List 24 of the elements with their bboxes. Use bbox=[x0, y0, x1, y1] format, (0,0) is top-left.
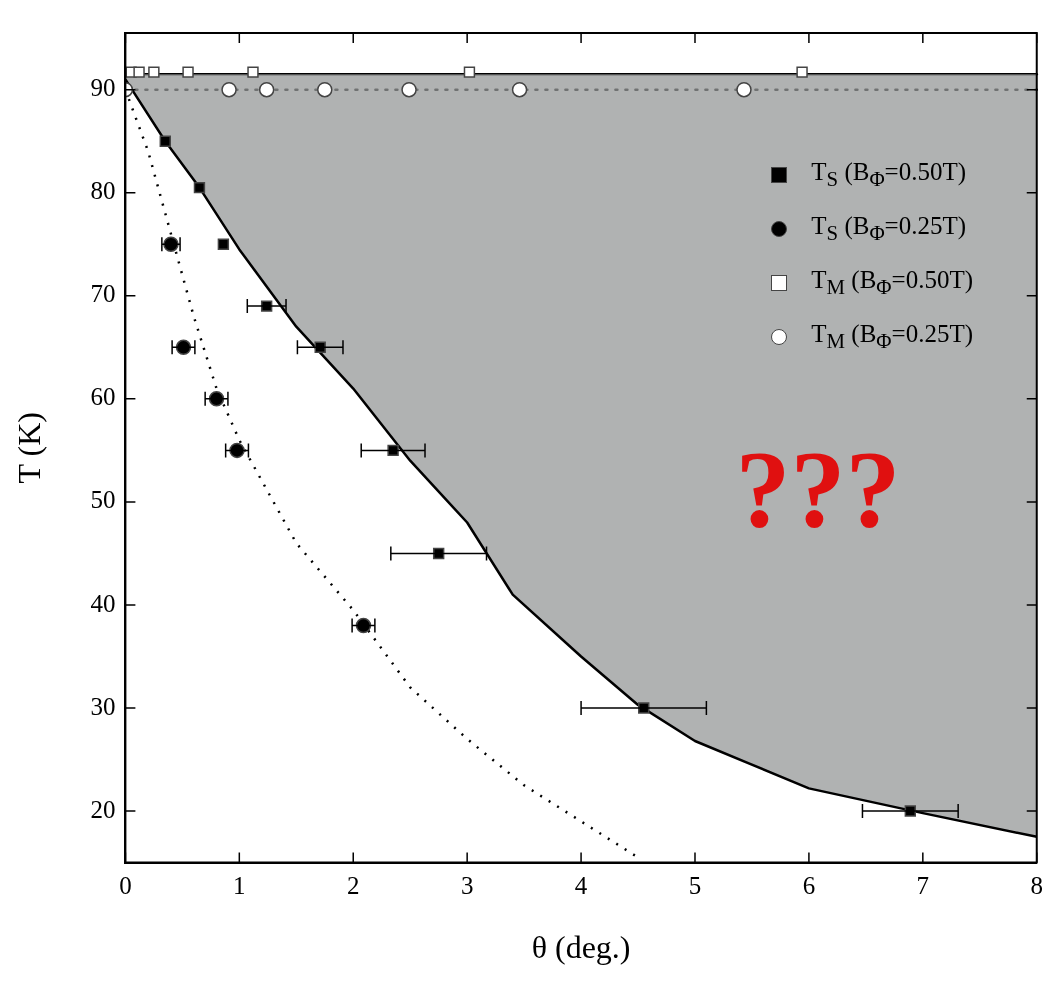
x-tick-label: 3 bbox=[460, 872, 474, 900]
y-tick-label: 50 bbox=[90, 486, 116, 514]
y-tick-label: 40 bbox=[90, 589, 116, 617]
legend-label: T$_{M}$ (B$_{Φ}$=0.25T) bbox=[811, 320, 973, 354]
x-axis-title: θ (deg.) bbox=[531, 929, 631, 966]
legend-label: T$_{S}$ (B$_{Φ}$=0.25T) bbox=[811, 212, 967, 246]
annotation: ??? bbox=[735, 428, 901, 550]
x-tick-label: 6 bbox=[802, 872, 816, 900]
x-tick-label: 4 bbox=[574, 872, 588, 900]
y-tick-label: 30 bbox=[90, 692, 116, 720]
y-axis-title: T (K) bbox=[10, 412, 47, 484]
y-tick-label: 80 bbox=[90, 177, 116, 205]
legend-label: T$_{S}$ (B$_{Φ}$=0.50T) bbox=[811, 158, 967, 192]
x-tick-label: 7 bbox=[916, 872, 930, 900]
y-tick-label: 60 bbox=[90, 383, 116, 411]
y-tick-label: 90 bbox=[90, 74, 116, 102]
x-tick-label: 0 bbox=[119, 872, 132, 900]
x-tick-label: 5 bbox=[688, 872, 702, 900]
x-tick-label: 8 bbox=[1030, 872, 1043, 900]
x-tick-label: 1 bbox=[233, 872, 246, 900]
y-tick-label: 70 bbox=[90, 280, 116, 308]
y-tick-label: 20 bbox=[90, 795, 116, 823]
x-tick-label: 2 bbox=[346, 872, 360, 900]
legend-label: T$_{M}$ (B$_{Φ}$=0.50T) bbox=[811, 266, 973, 300]
